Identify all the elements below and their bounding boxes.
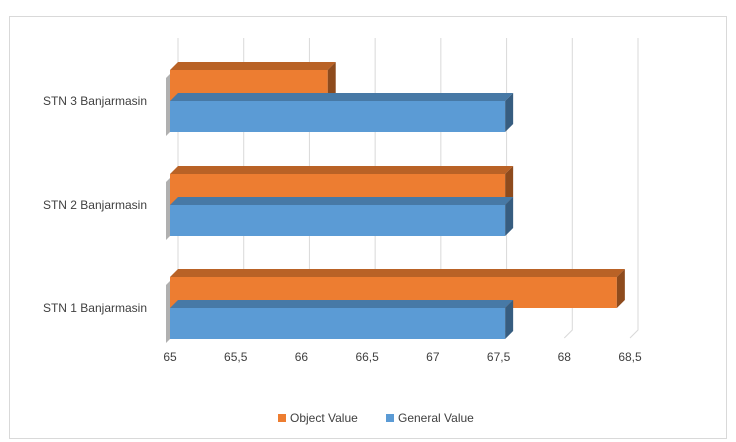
legend-label: Object Value: [290, 411, 358, 425]
x-tick-label: 66: [295, 350, 309, 364]
axis-wall-edge: [166, 281, 170, 343]
gridline: [563, 38, 573, 339]
legend-swatch: [278, 414, 286, 422]
x-tick-label: 65,5: [224, 350, 248, 364]
x-tick-label: 68: [558, 350, 572, 364]
x-tick-label: 65: [163, 350, 177, 364]
axis-wall-edge: [166, 178, 170, 240]
x-tick-label: 68,5: [618, 350, 642, 364]
legend-label: General Value: [398, 411, 474, 425]
legend-swatch: [386, 414, 394, 422]
legend: Object Value General Value: [278, 411, 474, 425]
category-label: STN 3 Banjarmasin: [43, 94, 147, 108]
x-tick-label: 67,5: [487, 350, 511, 364]
bars: [170, 62, 625, 339]
category-label: STN 2 Banjarmasin: [43, 198, 147, 212]
bar-general-value: [170, 93, 514, 132]
category-label: STN 1 Banjarmasin: [43, 301, 147, 315]
x-tick-label: 66,5: [355, 350, 379, 364]
axis-labels: 65 65,5 66 66,5 67 67,5 68 68,5 STN 1 Banjarmasi…: [43, 94, 642, 364]
x-tick-label: 67: [426, 350, 440, 364]
bar-general-value: [170, 300, 514, 339]
bar-general-value: [170, 197, 514, 236]
gridline: [629, 38, 639, 339]
axis-wall-edge: [166, 74, 170, 136]
